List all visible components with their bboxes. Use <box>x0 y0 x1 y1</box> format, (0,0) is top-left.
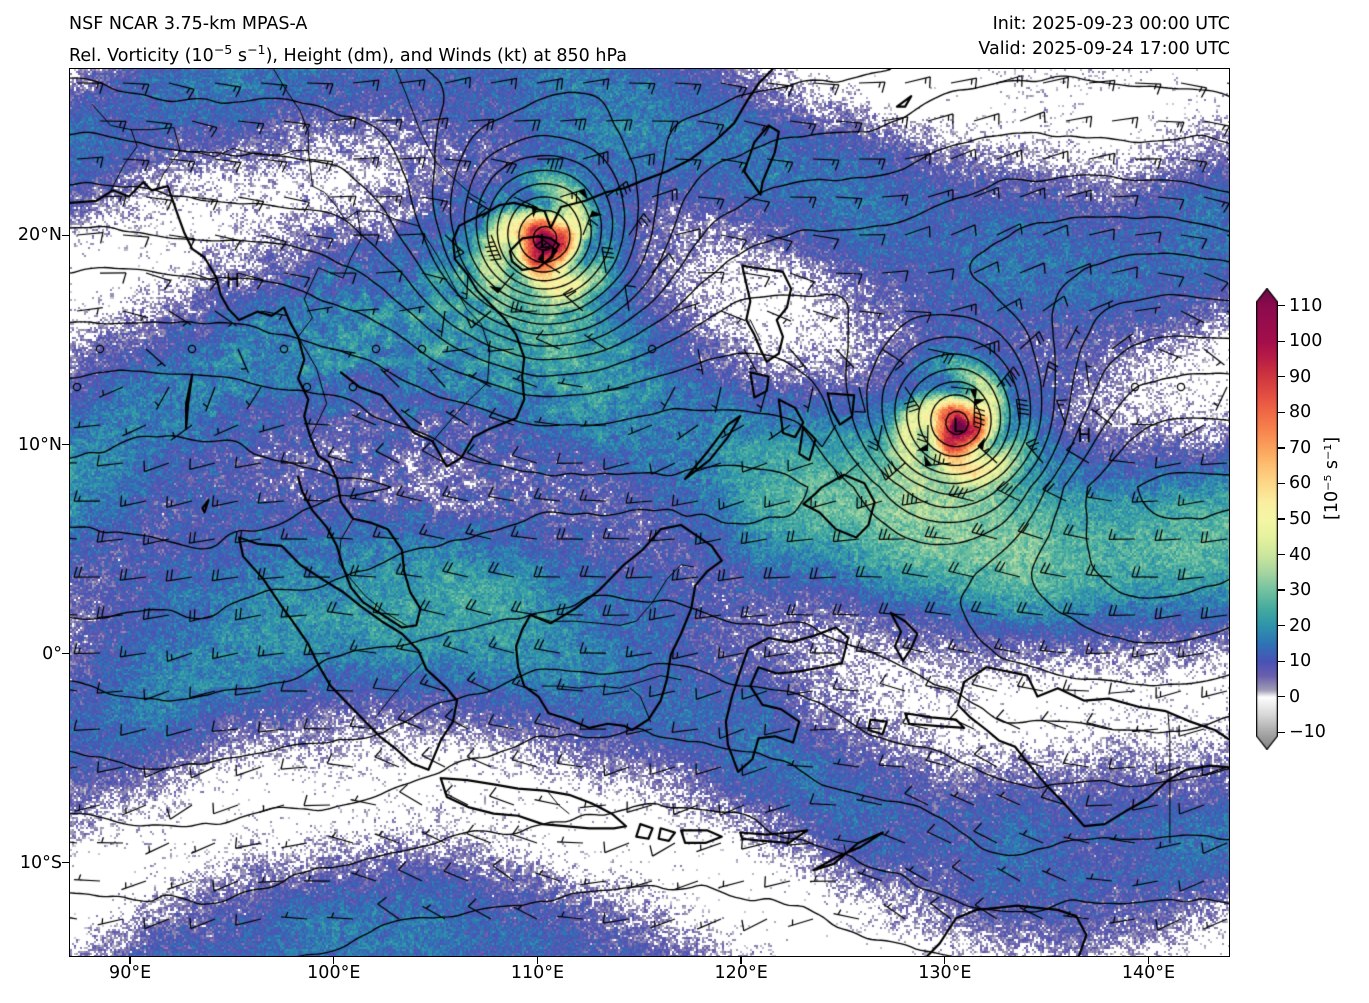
x-axis-tick-label: 90°E <box>109 963 152 983</box>
colorbar-tick-mark <box>1278 482 1285 485</box>
x-axis-tick-label: 100°E <box>307 963 361 983</box>
x-axis-tick-mark <box>536 957 539 964</box>
y-axis-tick-label: 10°N <box>17 434 62 455</box>
colorbar-tick-mark <box>1278 553 1285 556</box>
colorbar <box>1256 288 1278 750</box>
colorbar-gradient <box>1256 288 1278 750</box>
figure-title-right: Init: 2025-09-23 00:00 UTC Valid: 2025-0… <box>978 12 1230 62</box>
y-axis-tick-label: 0° <box>42 643 62 664</box>
colorbar-tick-label: 80 <box>1289 402 1312 423</box>
colorbar-tick-mark <box>1278 340 1285 342</box>
colorbar-tick-mark <box>1278 518 1285 520</box>
colorbar-tick-label: 20 <box>1289 615 1312 636</box>
colorbar-axis-label: [10⁻⁵ s⁻¹] <box>1322 436 1342 520</box>
x-axis-tick-label: 140°E <box>1121 963 1176 983</box>
colorbar-tick-mark <box>1278 411 1285 414</box>
colorbar-tick-label: 110 <box>1289 295 1323 316</box>
x-axis-tick-label: 130°E <box>918 963 972 983</box>
colorbar-tick-mark <box>1278 305 1285 307</box>
colorbar-tick-mark <box>1278 447 1285 449</box>
x-axis-tick-mark <box>333 957 335 964</box>
colorbar-tick-label: 90 <box>1289 366 1312 387</box>
colorbar-tick-label: 30 <box>1289 580 1312 601</box>
colorbar-tick-label: 40 <box>1289 544 1312 565</box>
valid-time: Valid: 2025-09-24 17:00 UTC <box>978 39 1230 59</box>
y-axis-tick-mark <box>62 443 69 446</box>
colorbar-tick-mark <box>1278 731 1285 733</box>
model-title: NSF NCAR 3.75-km MPAS-A <box>69 14 308 34</box>
x-axis-tick-mark <box>944 957 946 964</box>
vorticity-height-wind-map <box>70 69 1229 956</box>
y-axis-tick-label: 20°N <box>17 225 62 246</box>
colorbar-tick-label: 50 <box>1289 509 1312 529</box>
map-plot-area <box>69 68 1230 957</box>
exponent-minus-five: −5 <box>213 42 233 57</box>
figure-title-left: NSF NCAR 3.75-km MPAS-A Rel. Vorticity (… <box>69 12 627 69</box>
exponent-minus-one: −1 <box>247 42 266 57</box>
x-axis-tick-mark <box>740 957 742 964</box>
x-axis-tick-mark <box>1147 957 1150 964</box>
x-axis-tick-label: 120°E <box>714 963 768 983</box>
colorbar-tick-mark <box>1278 696 1285 698</box>
colorbar-tick-mark <box>1278 624 1285 627</box>
y-axis-tick-mark <box>62 862 69 864</box>
colorbar-tick-mark <box>1278 660 1285 662</box>
x-axis-tick-label: 110°E <box>510 963 565 983</box>
field-description: Rel. Vorticity (10−5 s−1), Height (dm), … <box>69 42 627 66</box>
colorbar-tick-label: 70 <box>1289 437 1312 458</box>
y-axis-tick-mark <box>62 234 69 236</box>
y-axis-tick-mark <box>62 652 69 655</box>
colorbar-tick-label: 60 <box>1289 473 1312 494</box>
x-axis-tick-mark <box>129 957 131 964</box>
colorbar-tick-label: 100 <box>1289 331 1323 352</box>
colorbar-tick-mark <box>1278 589 1285 591</box>
colorbar-tick-label: 10 <box>1289 651 1312 672</box>
y-axis-tick-label: 10°S <box>19 852 62 873</box>
colorbar-tick-mark <box>1278 376 1285 378</box>
colorbar-tick-label: 0 <box>1289 686 1301 707</box>
colorbar-tick-label: −10 <box>1289 722 1326 743</box>
init-time: Init: 2025-09-23 00:00 UTC <box>992 14 1230 34</box>
